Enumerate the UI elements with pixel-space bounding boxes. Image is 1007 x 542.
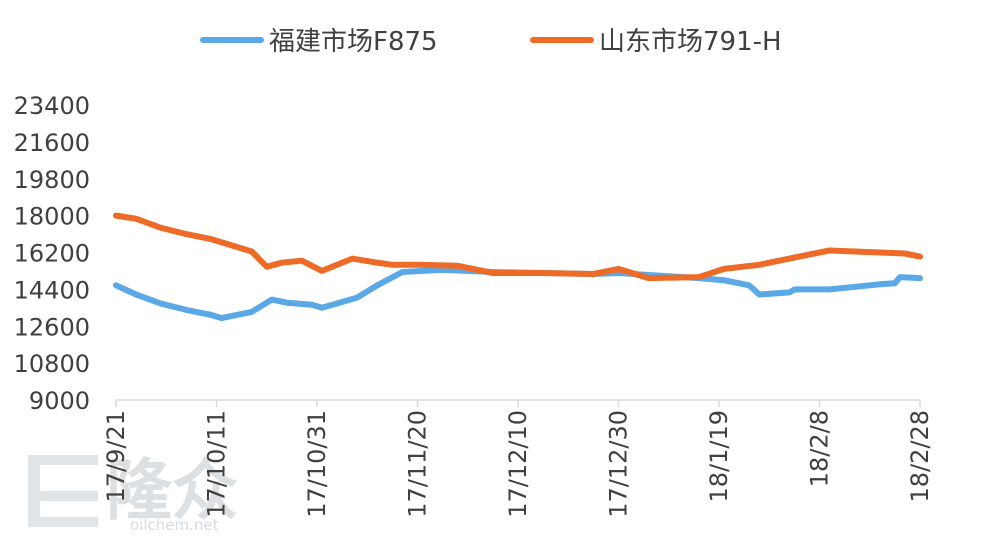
x-tick-label: 17/11/20 bbox=[404, 410, 432, 518]
series-line-1 bbox=[113, 266, 923, 322]
y-tick-label: 10800 bbox=[14, 350, 90, 378]
watermark-logo-mark bbox=[28, 455, 98, 527]
x-tick-label: 18/2/8 bbox=[806, 410, 834, 487]
series-layer bbox=[113, 212, 923, 322]
y-tick-label: 23400 bbox=[14, 92, 90, 120]
x-tick-label: 18/1/19 bbox=[705, 410, 733, 503]
watermark-brand: 隆众 bbox=[106, 452, 238, 529]
y-tick-label: 18000 bbox=[14, 203, 90, 231]
y-axis: 9000 10800 12600 14400 16200 18000 19800 21600 2… bbox=[14, 92, 90, 415]
watermark-logo: 隆众 oilchem.net bbox=[28, 452, 238, 534]
x-tick-label: 17/9/21 bbox=[102, 410, 130, 503]
x-tick-label: 18/2/28 bbox=[906, 410, 934, 503]
legend-label-1: 福建市场F875 bbox=[269, 27, 438, 57]
y-tick-label: 21600 bbox=[14, 129, 90, 157]
x-tick-label: 17/10/11 bbox=[203, 410, 231, 518]
x-axis: 17/9/21 17/10/11 17/10/31 17/11/20 17/12/10 1… bbox=[102, 399, 934, 518]
legend: 福建市场F875 山东市场791-H bbox=[200, 27, 782, 57]
legend-label-2: 山东市场791-H bbox=[599, 27, 782, 57]
series-line-2 bbox=[113, 212, 923, 282]
y-tick-label: 9000 bbox=[29, 387, 90, 415]
x-tick-label: 17/10/31 bbox=[303, 410, 331, 518]
x-tick-label: 17/12/30 bbox=[605, 410, 633, 518]
y-tick-label: 14400 bbox=[14, 276, 90, 304]
y-tick-label: 16200 bbox=[14, 240, 90, 268]
watermark-url: oilchem.net bbox=[130, 516, 219, 534]
x-tick-label: 17/12/10 bbox=[504, 410, 532, 518]
y-tick-label: 12600 bbox=[14, 313, 90, 341]
y-tick-label: 19800 bbox=[14, 166, 90, 194]
